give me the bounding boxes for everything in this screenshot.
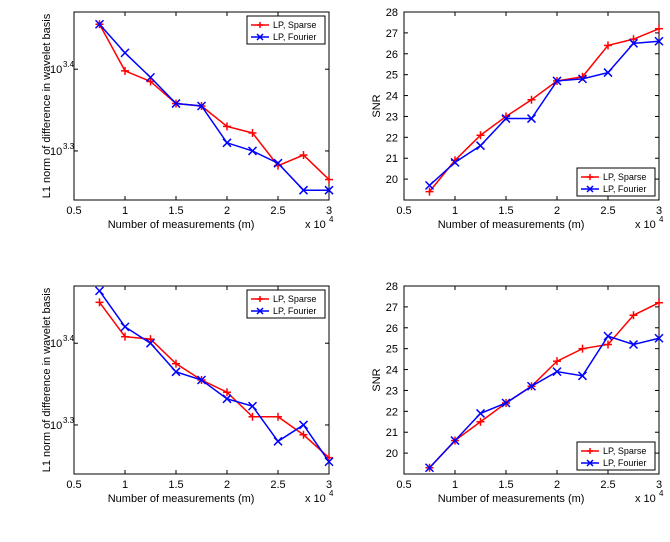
x-tick-label: 1.5 <box>498 479 513 491</box>
y-tick-label: 24 <box>386 365 398 377</box>
svg-text:3.4: 3.4 <box>63 60 75 69</box>
legend-label: LP, Sparse <box>273 20 316 30</box>
legend: LP, Sparse LP, Fourier <box>577 442 655 470</box>
x-tick-label: 2.5 <box>270 479 285 491</box>
figure-svg: 0.511.522.53103.3103.4Number of measurem… <box>0 0 670 542</box>
x-tick-label: 0.5 <box>396 205 411 217</box>
y-tick-label: 25 <box>386 344 398 356</box>
svg-text:x 10: x 10 <box>635 219 656 231</box>
x-tick-label: 1 <box>122 205 128 217</box>
x-axis-label: Number of measurements (m) <box>438 219 585 231</box>
y-tick-label: 103.4 <box>50 60 75 76</box>
svg-text:4: 4 <box>329 215 334 224</box>
x-exponent-label: x 104 <box>635 215 664 231</box>
panel-bottom-right: 0.511.522.53202122232425262728Number of … <box>371 281 664 505</box>
x-exponent-label: x 104 <box>305 215 334 231</box>
y-tick-label: 28 <box>386 7 398 19</box>
legend-label: LP, Fourier <box>603 184 646 194</box>
y-tick-label: 21 <box>386 153 398 165</box>
x-tick-label: 2 <box>224 479 230 491</box>
y-tick-label: 22 <box>386 132 398 144</box>
svg-text:4: 4 <box>329 489 334 498</box>
x-tick-label: 1.5 <box>168 205 183 217</box>
svg-text:3.3: 3.3 <box>63 142 75 151</box>
svg-text:4: 4 <box>659 489 664 498</box>
y-tick-label: 20 <box>386 448 398 460</box>
svg-text:3.4: 3.4 <box>63 334 75 343</box>
y-tick-label: 28 <box>386 281 398 293</box>
x-tick-label: 2.5 <box>600 205 615 217</box>
x-axis-label: Number of measurements (m) <box>438 493 585 505</box>
x-tick-label: 0.5 <box>66 479 81 491</box>
y-tick-label: 23 <box>386 111 398 123</box>
svg-text:3.3: 3.3 <box>63 416 75 425</box>
legend-label: LP, Sparse <box>603 172 646 182</box>
y-tick-label: 27 <box>386 28 398 40</box>
x-tick-label: 1.5 <box>168 479 183 491</box>
y-axis-label: SNR <box>371 94 383 117</box>
panel-top-left: 0.511.522.53103.3103.4Number of measurem… <box>41 12 334 231</box>
x-tick-label: 2.5 <box>270 205 285 217</box>
legend-label: LP, Fourier <box>273 32 316 42</box>
legend-label: LP, Fourier <box>273 306 316 316</box>
legend-label: LP, Sparse <box>273 294 316 304</box>
x-tick-label: 2 <box>224 205 230 217</box>
y-tick-label: 103.3 <box>50 416 75 432</box>
y-tick-label: 25 <box>386 70 398 82</box>
x-axis-label: Number of measurements (m) <box>108 493 255 505</box>
x-tick-label: 2.5 <box>600 479 615 491</box>
x-tick-label: 0.5 <box>66 205 81 217</box>
legend: LP, Sparse LP, Fourier <box>247 290 325 318</box>
x-tick-label: 0.5 <box>396 479 411 491</box>
svg-text:x 10: x 10 <box>305 493 326 505</box>
y-tick-label: 20 <box>386 174 398 186</box>
x-tick-label: 2 <box>554 479 560 491</box>
y-tick-label: 103.3 <box>50 142 75 158</box>
panel-bottom-left: 0.511.522.53103.3103.4Number of measurem… <box>41 286 334 505</box>
series-line <box>430 41 660 185</box>
x-tick-label: 1.5 <box>498 205 513 217</box>
x-tick-label: 2 <box>554 205 560 217</box>
y-tick-label: 103.4 <box>50 334 75 350</box>
y-tick-label: 26 <box>386 323 398 335</box>
figure-2x2-line-charts: 0.511.522.53103.3103.4Number of measurem… <box>0 0 670 542</box>
series-line <box>100 24 330 179</box>
svg-text:x 10: x 10 <box>305 219 326 231</box>
y-tick-label: 24 <box>386 91 398 103</box>
svg-text:4: 4 <box>659 215 664 224</box>
y-tick-label: 23 <box>386 385 398 397</box>
y-axis-label: L1 norm of difference in wavelet basis <box>41 13 53 198</box>
x-tick-label: 1 <box>122 479 128 491</box>
legend-label: LP, Sparse <box>603 446 646 456</box>
x-tick-label: 1 <box>452 479 458 491</box>
legend-label: LP, Fourier <box>603 458 646 468</box>
series-line <box>100 302 330 457</box>
x-exponent-label: x 104 <box>305 489 334 505</box>
y-axis-label: SNR <box>371 368 383 391</box>
x-exponent-label: x 104 <box>635 489 664 505</box>
legend: LP, Sparse LP, Fourier <box>247 16 325 44</box>
y-tick-label: 26 <box>386 49 398 61</box>
svg-text:x 10: x 10 <box>635 493 656 505</box>
x-axis-label: Number of measurements (m) <box>108 219 255 231</box>
x-tick-label: 1 <box>452 205 458 217</box>
panel-top-right: 0.511.522.53202122232425262728Number of … <box>371 7 664 231</box>
legend: LP, Sparse LP, Fourier <box>577 168 655 196</box>
y-tick-label: 21 <box>386 427 398 439</box>
y-tick-label: 22 <box>386 406 398 418</box>
y-tick-label: 27 <box>386 302 398 314</box>
series-line <box>100 24 330 190</box>
y-axis-label: L1 norm of difference in wavelet basis <box>41 287 53 472</box>
